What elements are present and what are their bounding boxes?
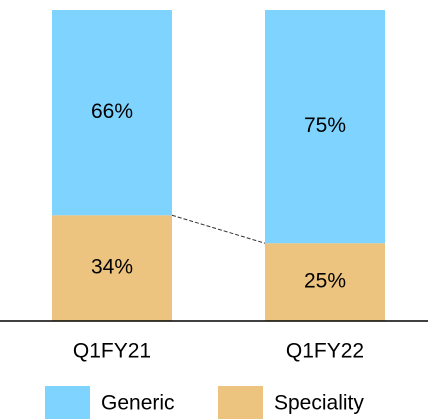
bar-segment xyxy=(265,10,385,244)
legend-label: Speciality xyxy=(274,392,364,415)
legend-swatch xyxy=(45,386,90,419)
data-label: 66% xyxy=(91,100,133,123)
legend-label: Generic xyxy=(101,392,175,415)
connector-line xyxy=(171,214,266,244)
legend-swatch xyxy=(218,386,263,419)
x-tick-label: Q1FY22 xyxy=(286,340,364,363)
bar-segment xyxy=(52,215,172,321)
bar-segment xyxy=(265,243,385,321)
bar-segment xyxy=(52,10,172,216)
data-label: 34% xyxy=(91,256,133,279)
data-label: 75% xyxy=(304,114,346,137)
x-tick-label: Q1FY21 xyxy=(73,340,151,363)
data-label: 25% xyxy=(304,270,346,293)
